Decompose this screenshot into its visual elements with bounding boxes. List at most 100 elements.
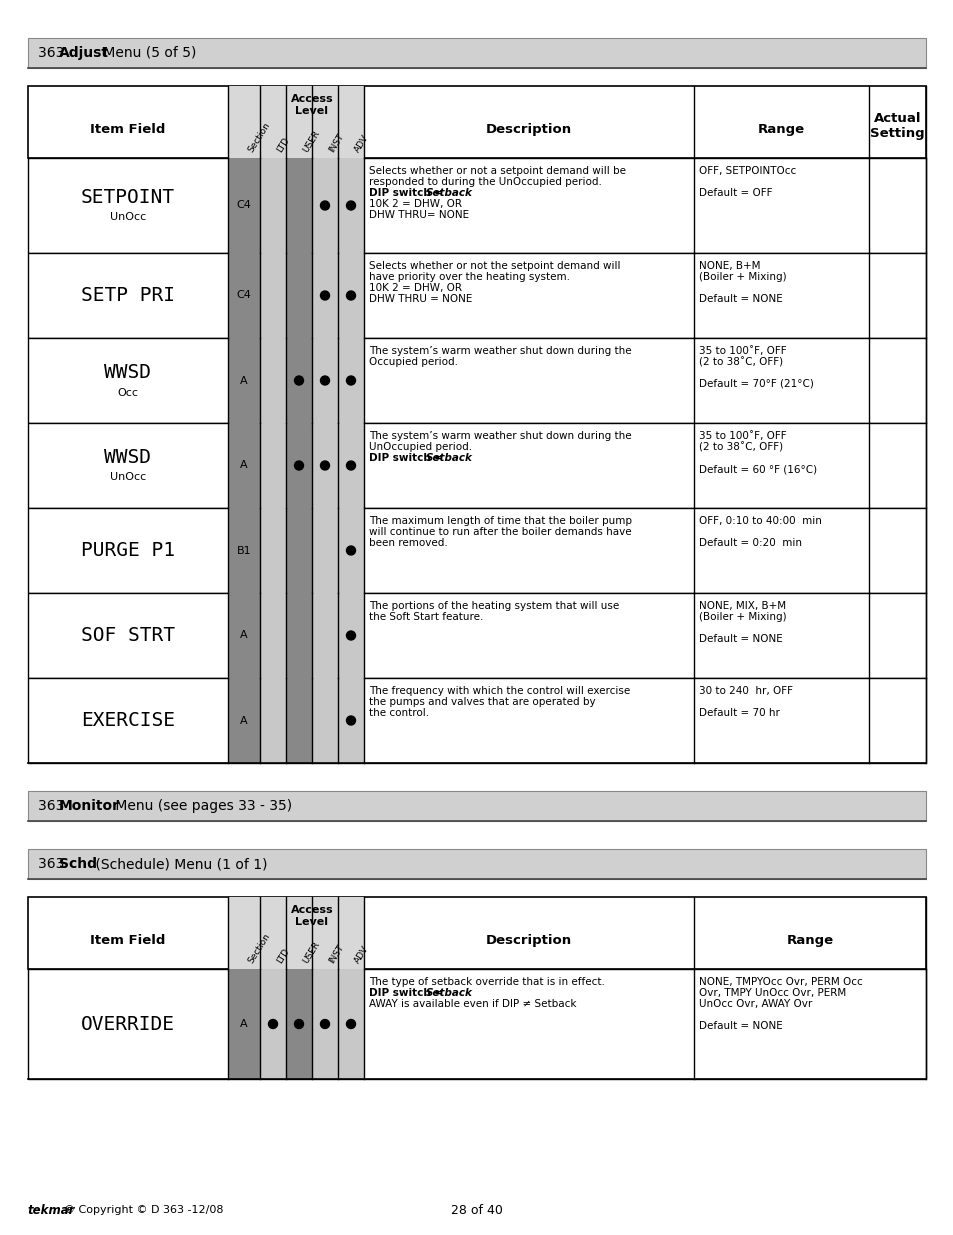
Bar [286, 593, 312, 678]
Text: Section: Section [246, 931, 272, 965]
Text: SOF STRT: SOF STRT [81, 626, 174, 645]
Bar [260, 338, 286, 424]
Text: DIP switch =: DIP switch = [369, 188, 446, 198]
Text: 363: 363 [38, 46, 69, 61]
Text: Default = NONE: Default = NONE [699, 294, 781, 304]
Circle shape [346, 716, 355, 725]
Text: (Schedule) Menu (1 of 1): (Schedule) Menu (1 of 1) [91, 857, 267, 871]
Text: Default = 0:20  min: Default = 0:20 min [699, 538, 801, 548]
Text: The portions of the heating system that will use: The portions of the heating system that … [369, 601, 618, 611]
Circle shape [346, 546, 355, 555]
Text: Description: Description [485, 934, 572, 947]
Bar [312, 158, 337, 253]
Text: EXERCISE: EXERCISE [81, 711, 174, 730]
Text: 30 to 240  hr, OFF: 30 to 240 hr, OFF [699, 685, 792, 697]
Text: A: A [240, 461, 248, 471]
Bar [28, 338, 925, 424]
Bar [286, 338, 312, 424]
Text: responded to during the UnOccupied period.: responded to during the UnOccupied perio… [369, 177, 601, 186]
Text: Actual
Setting: Actual Setting [869, 111, 923, 140]
Bar [260, 424, 286, 508]
Text: Menu (5 of 5): Menu (5 of 5) [99, 46, 196, 61]
Text: Default = NONE: Default = NONE [699, 1021, 781, 1031]
Bar [286, 424, 312, 508]
Text: A: A [240, 1019, 248, 1029]
Text: Occupied period.: Occupied period. [369, 357, 457, 367]
Bar [228, 508, 260, 593]
Text: LTD: LTD [274, 136, 291, 154]
Bar [28, 897, 925, 969]
Text: USER: USER [301, 128, 321, 154]
Text: INST: INST [327, 942, 345, 965]
Text: Default = 60 °F (16°C): Default = 60 °F (16°C) [699, 464, 817, 474]
Text: UnOcc: UnOcc [110, 473, 146, 483]
Text: ADV: ADV [353, 944, 371, 965]
Text: Ovr, TMPY UnOcc Ovr, PERM: Ovr, TMPY UnOcc Ovr, PERM [699, 988, 845, 998]
Text: (2 to 38˚C, OFF): (2 to 38˚C, OFF) [699, 357, 782, 367]
Text: WWSD: WWSD [105, 448, 152, 467]
Text: Selects whether or not the setpoint demand will: Selects whether or not the setpoint dema… [369, 261, 619, 270]
Text: NONE, MIX, B+M: NONE, MIX, B+M [699, 601, 785, 611]
Bar [228, 897, 364, 969]
Bar [337, 424, 364, 508]
Circle shape [346, 291, 355, 300]
Bar [312, 253, 337, 338]
Bar [337, 253, 364, 338]
Bar [312, 424, 337, 508]
Text: The system’s warm weather shut down during the: The system’s warm weather shut down duri… [369, 431, 631, 441]
Text: the control.: the control. [369, 708, 429, 718]
Text: (Boiler + Mixing): (Boiler + Mixing) [699, 272, 786, 282]
Bar [228, 253, 260, 338]
Text: ADV: ADV [353, 133, 371, 154]
Bar [260, 593, 286, 678]
Text: Setback: Setback [426, 988, 473, 998]
Text: 35 to 100˚F, OFF: 35 to 100˚F, OFF [699, 431, 786, 441]
Text: USER: USER [301, 940, 321, 965]
Text: Item Field: Item Field [91, 934, 166, 947]
Text: A: A [240, 375, 248, 385]
Text: LTD: LTD [274, 947, 291, 965]
Text: been removed.: been removed. [369, 538, 447, 548]
Text: Description: Description [485, 122, 572, 136]
Circle shape [346, 461, 355, 471]
Bar [260, 253, 286, 338]
Bar [260, 678, 286, 763]
Text: Default = 70 hr: Default = 70 hr [699, 708, 779, 718]
Bar [28, 969, 925, 1079]
Bar [28, 790, 925, 821]
Text: The maximum length of time that the boiler pump: The maximum length of time that the boil… [369, 516, 631, 526]
Text: C4: C4 [236, 200, 252, 210]
Text: Monitor: Monitor [59, 799, 120, 813]
Text: Adjust: Adjust [59, 46, 109, 61]
Text: AWAY is available even if DIP ≠ Setback: AWAY is available even if DIP ≠ Setback [369, 999, 576, 1009]
Text: A: A [240, 631, 248, 641]
Text: DIP switch =: DIP switch = [369, 988, 446, 998]
Text: will continue to run after the boiler demands have: will continue to run after the boiler de… [369, 527, 631, 537]
Circle shape [294, 1020, 303, 1029]
Text: Range: Range [785, 934, 833, 947]
Text: 10K 2 = DHW, OR: 10K 2 = DHW, OR [369, 199, 461, 209]
Text: The frequency with which the control will exercise: The frequency with which the control wil… [369, 685, 630, 697]
Text: The system’s warm weather shut down during the: The system’s warm weather shut down duri… [369, 346, 631, 356]
Circle shape [346, 1020, 355, 1029]
Text: Setback: Setback [426, 188, 473, 198]
Text: (Boiler + Mixing): (Boiler + Mixing) [699, 613, 786, 622]
Bar [228, 158, 260, 253]
Bar [28, 678, 925, 763]
Bar [312, 593, 337, 678]
Bar [286, 253, 312, 338]
Bar [228, 338, 260, 424]
Text: INST: INST [327, 132, 345, 154]
Text: the Soft Start feature.: the Soft Start feature. [369, 613, 483, 622]
Bar [228, 593, 260, 678]
Bar [228, 678, 260, 763]
Bar [312, 678, 337, 763]
Text: the pumps and valves that are operated by: the pumps and valves that are operated b… [369, 697, 595, 706]
Bar [337, 969, 364, 1079]
Bar [286, 969, 312, 1079]
Bar [28, 38, 925, 68]
Text: Default = NONE: Default = NONE [699, 634, 781, 643]
Text: NONE, B+M: NONE, B+M [699, 261, 760, 270]
Text: tekmar: tekmar [28, 1203, 75, 1216]
Text: Default = 70°F (21°C): Default = 70°F (21°C) [699, 379, 813, 389]
